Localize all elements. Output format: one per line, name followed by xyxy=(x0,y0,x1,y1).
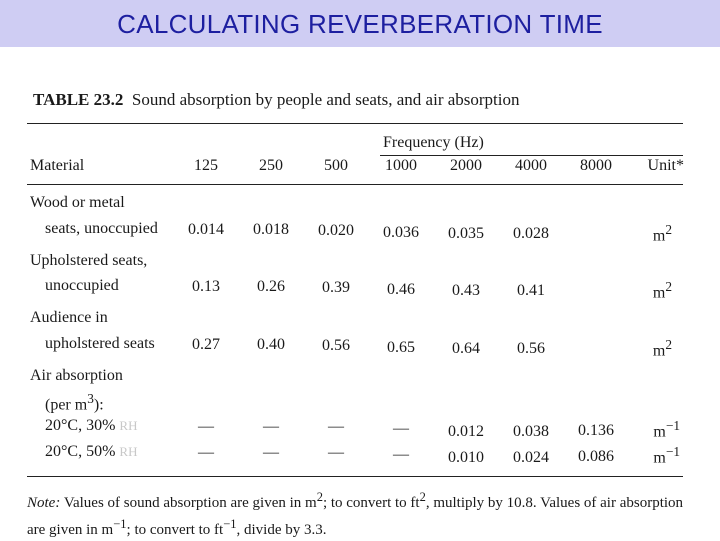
table-cell: — xyxy=(198,444,214,461)
material-label: seats, unoccupied xyxy=(45,220,158,237)
table-cell: 0.014 xyxy=(188,221,224,238)
table-cell: 0.56 xyxy=(517,340,545,357)
header-bottom-rule xyxy=(27,184,683,185)
frequency-label: Frequency (Hz) xyxy=(383,134,484,151)
freq-header: 1000 xyxy=(385,157,417,174)
material-label: 20°C, 30% RH xyxy=(45,417,138,434)
table-heading: TABLE 23.2 Sound absorption by people an… xyxy=(33,90,520,110)
table-top-rule xyxy=(27,123,683,124)
table-cell: 0.010 xyxy=(448,449,484,466)
table-cell: 0.39 xyxy=(322,279,350,296)
table-cell: — xyxy=(328,418,344,435)
table-cell: 0.41 xyxy=(517,282,545,299)
freq-header: 2000 xyxy=(450,157,482,174)
unit-cell: m2 xyxy=(652,279,672,302)
table-cell: — xyxy=(263,444,279,461)
rh-annotation: RH xyxy=(119,444,138,459)
table-cell: 0.036 xyxy=(383,224,419,241)
freq-header: 125 xyxy=(194,157,218,174)
freq-header: 250 xyxy=(259,157,283,174)
freq-header: 4000 xyxy=(515,157,547,174)
table-cell: 0.13 xyxy=(192,278,220,295)
material-label: upholstered seats xyxy=(45,335,155,352)
note-label: Note: xyxy=(27,495,61,511)
material-label: Air absorption xyxy=(30,367,123,384)
material-label: Upholstered seats, xyxy=(30,252,148,269)
table-caption: Sound absorption by people and seats, an… xyxy=(131,90,520,109)
table-cell: 0.020 xyxy=(318,222,354,239)
table-number: TABLE 23.2 xyxy=(33,90,124,109)
table-cell: 0.086 xyxy=(578,448,614,465)
freq-header: 8000 xyxy=(580,157,612,174)
table-cell: 0.024 xyxy=(513,449,549,466)
table-cell: 0.64 xyxy=(452,340,480,357)
material-label: (per m3): xyxy=(45,391,104,414)
table-cell: — xyxy=(393,420,409,437)
table-cell: — xyxy=(263,418,279,435)
unit-cell: m−1 xyxy=(653,444,680,467)
table-cell: 0.035 xyxy=(448,225,484,242)
material-header: Material xyxy=(30,157,85,174)
table-cell: 0.46 xyxy=(387,281,415,298)
table-cell: 0.26 xyxy=(257,278,285,295)
slide-header-bar: CALCULATING REVERBERATION TIME xyxy=(0,0,720,47)
table-cell: 0.038 xyxy=(513,423,549,440)
material-label: unoccupied xyxy=(45,277,119,294)
unit-cell: m2 xyxy=(652,222,672,245)
table-cell: 0.43 xyxy=(452,282,480,299)
table-cell: — xyxy=(328,444,344,461)
table-bottom-rule xyxy=(27,476,683,477)
table-cell: 0.018 xyxy=(253,221,289,238)
rh-annotation: RH xyxy=(119,418,138,433)
table-cell: 0.27 xyxy=(192,336,220,353)
material-label: 20°C, 50% RH xyxy=(45,443,138,460)
freq-header: 500 xyxy=(324,157,348,174)
table-cell: — xyxy=(198,418,214,435)
table-cell: 0.65 xyxy=(387,339,415,356)
table-cell: 0.136 xyxy=(578,422,614,439)
table-cell: 0.012 xyxy=(448,423,484,440)
unit-cell: m−1 xyxy=(653,418,680,441)
table-cell: 0.40 xyxy=(257,336,285,353)
unit-cell: m2 xyxy=(652,337,672,360)
table-cell: — xyxy=(393,446,409,463)
slide-title: CALCULATING REVERBERATION TIME xyxy=(117,9,603,39)
table-cell: 0.56 xyxy=(322,337,350,354)
table-note: Note: Values of sound absorption are giv… xyxy=(27,490,684,538)
table-cell: 0.028 xyxy=(513,225,549,242)
frequency-rule xyxy=(380,155,683,156)
material-label: Wood or metal xyxy=(30,194,125,211)
material-label: Audience in xyxy=(30,309,108,326)
unit-header: Unit* xyxy=(647,157,684,174)
